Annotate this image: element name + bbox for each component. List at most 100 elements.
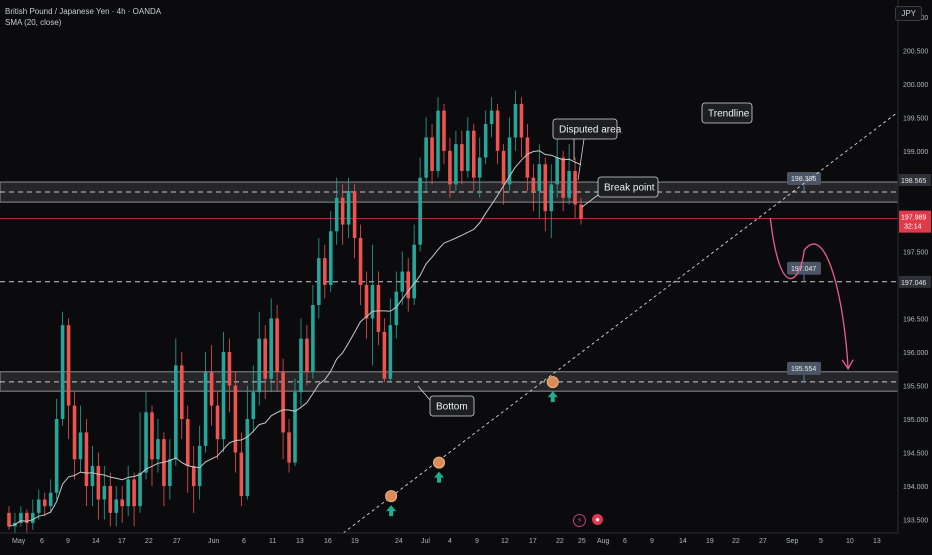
currency-badge[interactable]: JPY — [895, 6, 922, 21]
bottom-pointer — [417, 385, 431, 401]
candle-body — [364, 284, 369, 319]
countdown-text: 32:14 — [904, 224, 922, 231]
candle-body — [197, 445, 202, 487]
candle-body — [48, 492, 53, 507]
level-label-box[interactable] — [787, 361, 821, 375]
candle-body — [293, 392, 297, 463]
sma-line — [8, 150, 582, 527]
time-tick-label: 5 — [819, 538, 823, 545]
candle-body — [239, 452, 244, 497]
price-tick-label: 195.000 — [903, 417, 928, 424]
candle-body — [72, 405, 77, 460]
time-tick-label: 16 — [324, 538, 332, 545]
candle-body — [358, 238, 363, 285]
price-tick-label: 200.500 — [903, 48, 928, 55]
time-tick-label: 9 — [650, 538, 654, 545]
bottom-callout-text: Bottom — [436, 402, 468, 413]
candle-body — [489, 110, 494, 125]
candle-body — [120, 499, 124, 507]
last-price-tag[interactable] — [899, 210, 931, 233]
level-label-box[interactable] — [787, 261, 821, 275]
trendline-callout-text: Trendline — [708, 109, 750, 120]
candle-body — [215, 405, 220, 440]
time-tick-label: 13 — [873, 538, 881, 545]
time-tick-label: 19 — [706, 538, 714, 545]
candle-body — [78, 432, 83, 460]
candle-body — [388, 325, 393, 379]
price-tick-label: 199.000 — [903, 149, 928, 156]
bottom-marker — [433, 456, 446, 469]
candle-body — [579, 204, 583, 219]
time-tick-label: May — [12, 538, 26, 545]
lightning-icon[interactable]: ⚡ — [573, 514, 586, 527]
disputed-callout-box[interactable] — [552, 118, 618, 140]
time-tick-label: 22 — [556, 538, 564, 545]
indicator-label: SMA (20, close) — [5, 18, 62, 27]
candle-body — [573, 170, 577, 205]
candle-body — [376, 284, 381, 332]
level-label-text: 198.386 — [791, 176, 816, 183]
level-label-box[interactable] — [787, 172, 821, 186]
candle-body — [501, 150, 506, 185]
candle-body — [209, 372, 214, 406]
candle-body — [561, 157, 565, 198]
chart-legend: British Pound / Japanese Yen · 4h · OAND… — [5, 6, 161, 28]
candle-body — [352, 191, 357, 239]
candle-body — [19, 512, 23, 523]
candle-body — [251, 392, 256, 420]
breakpoint-callout-box[interactable] — [597, 176, 659, 198]
candle-body — [102, 486, 107, 500]
candle-body — [519, 103, 524, 138]
record-icon[interactable]: ● — [592, 514, 603, 525]
candle-body — [138, 472, 142, 507]
bottom-toolbar: ⚡ ● — [573, 514, 603, 527]
time-tick-label: 6 — [623, 538, 627, 545]
time-tick-label: 25 — [578, 538, 586, 545]
candle-body — [191, 465, 196, 487]
time-tick-label: 27 — [759, 538, 767, 545]
time-tick-label: 9 — [475, 538, 479, 545]
candle-body — [233, 385, 238, 453]
breakpoint-callout-text: Break point — [604, 183, 655, 194]
price-tick-label: 195.500 — [903, 384, 928, 391]
bottom-callout-box[interactable] — [429, 395, 475, 417]
candle-body — [495, 110, 500, 151]
candle-body — [328, 231, 333, 285]
candle-body — [430, 137, 434, 171]
candle-body — [471, 130, 476, 178]
symbol-title: British Pound / Japanese Yen · 4h · OAND… — [5, 7, 162, 16]
price-axis[interactable] — [898, 0, 932, 550]
candle-body — [477, 157, 482, 178]
price-tag-bg — [899, 174, 931, 187]
candle-body — [513, 103, 518, 138]
candle-body — [168, 459, 172, 487]
candle-body — [126, 479, 130, 507]
candle-body — [346, 191, 351, 225]
candle-body — [334, 197, 339, 232]
bottom-marker — [546, 376, 559, 389]
candle-body — [382, 331, 387, 379]
candle-body — [323, 258, 327, 285]
time-tick-label: 13 — [296, 538, 304, 545]
candle-body — [66, 325, 71, 406]
price-tick-label: 200.000 — [903, 82, 928, 89]
candle-body — [90, 465, 95, 487]
candle-body — [549, 184, 554, 212]
time-tick-label: Aug — [597, 538, 610, 545]
candle-body — [275, 318, 279, 373]
candle-body — [7, 512, 11, 527]
projection-curve — [769, 217, 849, 369]
up-arrow-icon — [434, 471, 445, 483]
candle-body — [156, 439, 160, 460]
candle-body — [245, 419, 250, 497]
time-tick-label: Jul — [421, 538, 430, 545]
price-tick-label: 197.500 — [903, 249, 928, 256]
candle-body — [531, 177, 536, 192]
time-tick-label: 27 — [173, 538, 181, 545]
candle-body — [269, 318, 273, 379]
trendline-callout-box[interactable] — [701, 102, 753, 124]
candle-body — [281, 372, 285, 433]
candle-body — [42, 499, 47, 507]
